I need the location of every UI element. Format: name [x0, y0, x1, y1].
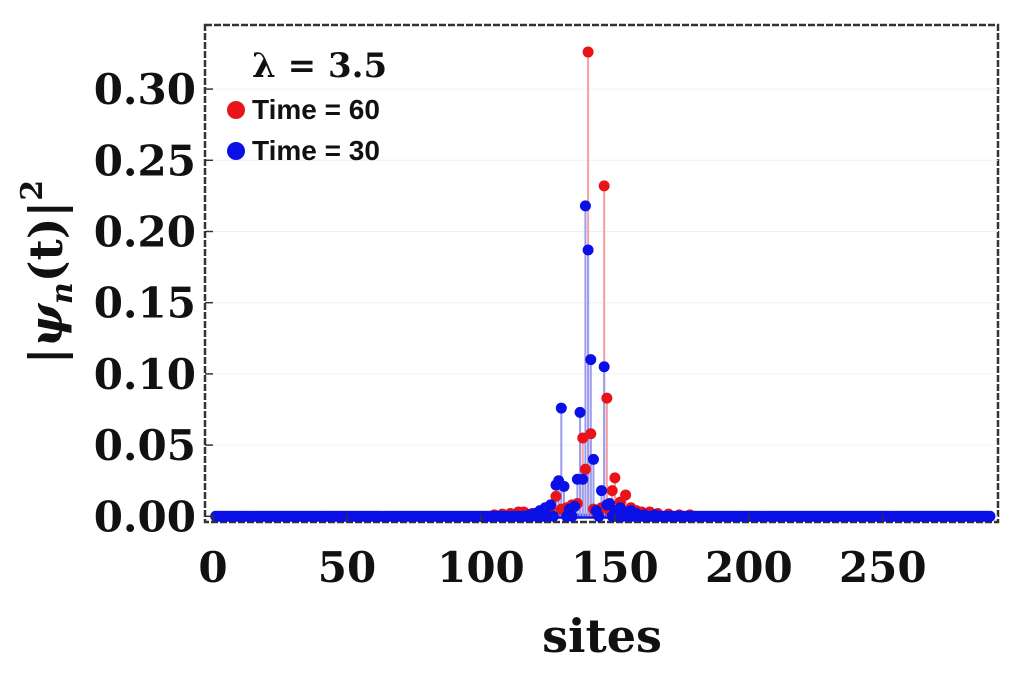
- x-axis-title: sites: [542, 609, 662, 663]
- x-tick-label-150: 150: [571, 543, 659, 592]
- point-time-30-site-138: [577, 473, 589, 485]
- y-tick-label-6: 0.30: [94, 65, 196, 114]
- point-time-60-site-146: [598, 180, 610, 192]
- point-time-60-site-147: [601, 392, 613, 404]
- legend-label-time-30: Time = 30: [252, 135, 380, 166]
- y-axis-title-sub: n: [45, 282, 80, 304]
- point-time-30-site-139: [579, 200, 591, 212]
- y-axis-ticks: 0.00 0.05 0.10 0.15 0.20 0.25 0.30: [94, 65, 213, 541]
- point-time-30-site-290: [984, 510, 996, 522]
- y-tick-label-2: 0.10: [94, 350, 196, 399]
- point-time-30-site-140: [582, 244, 594, 256]
- point-time-30-site-143: [590, 505, 602, 517]
- point-time-30-site-145: [596, 485, 607, 497]
- y-axis-title-rest: (t)|: [19, 201, 73, 283]
- y-tick-label-0: 0.00: [94, 492, 196, 541]
- point-time-30-site-126: [545, 499, 557, 511]
- legend-label-time-60: Time = 60: [252, 94, 380, 125]
- point-time-30-site-165: [649, 509, 661, 521]
- y-axis-title: |ψn(t)|2: [15, 180, 80, 364]
- point-time-60-site-141: [585, 428, 597, 440]
- point-time-60-site-150: [609, 472, 621, 484]
- point-time-60-site-154: [620, 489, 632, 501]
- point-time-30-site-131: [558, 480, 570, 492]
- legend-marker-time-30: [227, 142, 245, 160]
- point-time-60-site-139: [579, 463, 591, 475]
- legend: λ = 3.5 Time = 60 Time = 30: [227, 46, 387, 166]
- point-time-30-site-141: [585, 354, 597, 366]
- y-axis-title-sup: 2: [15, 180, 50, 201]
- y-tick-label-4: 0.20: [94, 207, 196, 256]
- x-tick-label-0: 0: [198, 543, 227, 592]
- x-tick-label-200: 200: [705, 543, 793, 592]
- y-tick-label-3: 0.15: [94, 279, 196, 328]
- x-tick-label-50: 50: [318, 543, 376, 592]
- point-time-60-site-140: [582, 46, 594, 58]
- point-time-60-site-149: [606, 485, 618, 497]
- plot-frame: [203, 23, 1000, 524]
- point-time-30-site-127: [547, 510, 559, 522]
- point-time-30-site-137: [574, 406, 586, 418]
- legend-marker-time-60: [227, 101, 245, 119]
- point-time-30-site-135: [569, 500, 581, 512]
- x-tick-label-250: 250: [839, 543, 927, 592]
- point-time-30-site-161: [638, 509, 650, 521]
- point-time-60-site-128: [550, 490, 562, 502]
- legend-title: λ = 3.5: [252, 46, 387, 86]
- y-axis-title-main: |ψ: [19, 302, 73, 364]
- points-layer: [210, 46, 996, 522]
- y-tick-label-1: 0.05: [94, 421, 196, 470]
- point-time-60-site-138: [577, 432, 589, 444]
- point-time-30-site-130: [555, 402, 567, 414]
- x-tick-label-100: 100: [437, 543, 525, 592]
- x-axis-ticks: 0 50 100 150 200 250: [198, 514, 927, 592]
- y-tick-label-5: 0.25: [94, 136, 196, 185]
- point-time-30-site-146: [598, 361, 610, 373]
- point-time-30-site-142: [587, 453, 599, 465]
